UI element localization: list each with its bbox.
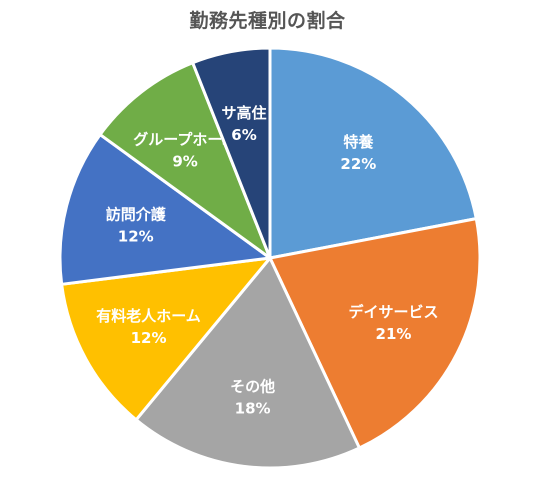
pie-slice-1 bbox=[268, 217, 482, 450]
slice-name-label: 特養 bbox=[343, 133, 374, 151]
slice-name-label: その他 bbox=[230, 378, 275, 396]
chart-title: 勤務先種別の割合 bbox=[189, 10, 346, 32]
slice-name-label: 訪問介護 bbox=[106, 206, 167, 224]
slice-percent-label: 6% bbox=[231, 126, 256, 144]
slice-percent-label: 12% bbox=[118, 228, 154, 246]
slice-percent-label: 18% bbox=[235, 400, 271, 418]
slice-name-label: サ高住 bbox=[222, 104, 267, 122]
slice-name-label: デイサービス bbox=[348, 303, 438, 321]
pie-slice-4 bbox=[58, 133, 272, 286]
slice-name-label: グループホーム bbox=[133, 130, 237, 148]
slice-name-label: 有料老人ホーム bbox=[96, 307, 201, 325]
slice-percent-label: 22% bbox=[340, 155, 376, 173]
pie-slice-2 bbox=[134, 256, 361, 470]
slice-percent-label: 21% bbox=[376, 325, 412, 343]
slice-percent-label: 12% bbox=[131, 329, 167, 347]
pie-slice-3 bbox=[60, 256, 272, 422]
slice-percent-label: 9% bbox=[172, 152, 197, 170]
pie-slice-5 bbox=[98, 61, 272, 260]
pie-slice-6 bbox=[191, 46, 272, 260]
pie-slice-0 bbox=[268, 46, 478, 260]
